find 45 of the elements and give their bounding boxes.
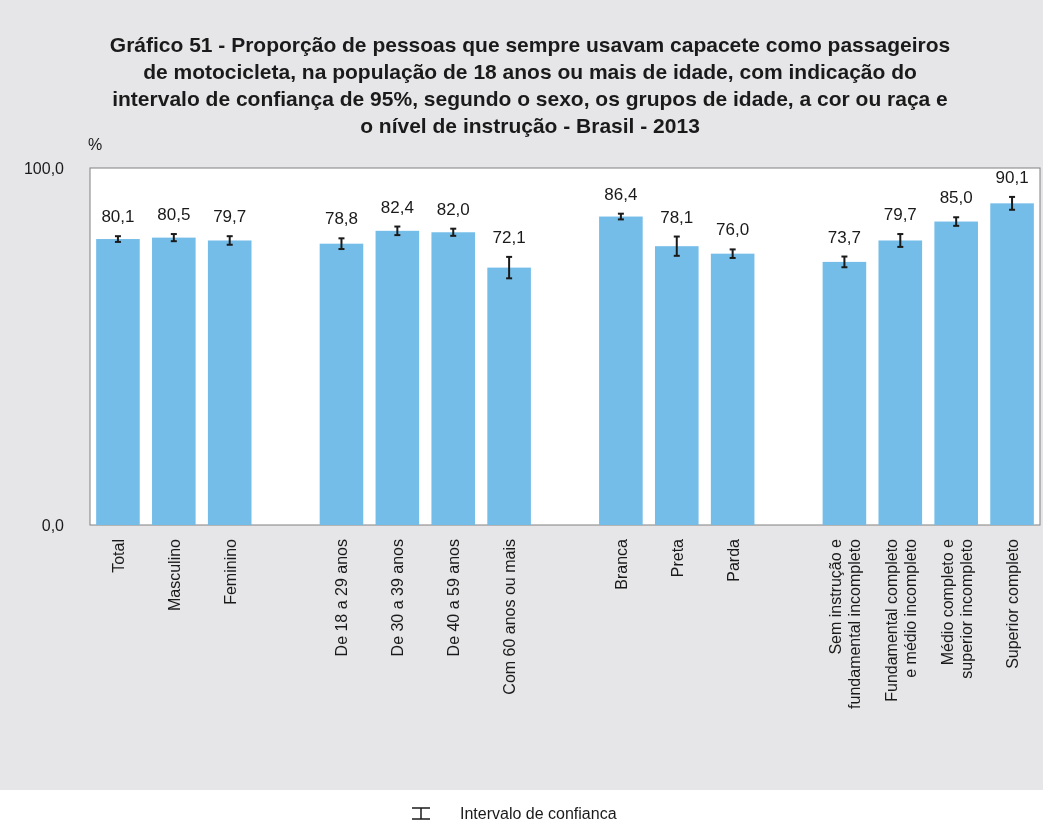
bar [599, 216, 643, 525]
x-tick-label: Sem instrução e fundamental incompleto [827, 538, 864, 709]
bar [934, 221, 978, 525]
x-tick-label: Masculino [165, 538, 183, 612]
y-tick-label: 0,0 [41, 517, 65, 534]
bar [207, 240, 252, 525]
data-label: 90,1 [995, 167, 1029, 187]
chart-title: Gráfico 51 - Proporção de pessoas que sempre usavam capacete como passageiros de motocicleta, na população de 18 anos ou mais de idade, com indicação do intervalo de confiança de 95%, segundo o sexo, os grupos de idade, a cor ou raça e o nível de instrução - Brasil - 2013 [109, 33, 951, 137]
bar [431, 232, 476, 525]
bar [990, 203, 1034, 525]
bar [654, 246, 699, 525]
data-label: 80,5 [157, 205, 191, 225]
data-label: 82,0 [436, 199, 470, 219]
x-tick-label: Total [109, 539, 127, 573]
x-tick-label: De 30 a 39 anos [389, 539, 407, 657]
bar [152, 237, 196, 525]
data-label: 78,8 [324, 209, 359, 229]
bar [319, 243, 364, 525]
data-label: 72,1 [492, 227, 526, 247]
bar [710, 253, 755, 525]
bar [487, 267, 531, 525]
bar [878, 240, 923, 525]
data-label: 86,4 [604, 184, 638, 204]
bar [96, 239, 140, 525]
x-tick-label: Com 60 anos ou mais [501, 539, 519, 695]
y-axis-title: % [88, 136, 103, 153]
data-label: 79,7 [883, 205, 917, 225]
bar [822, 261, 867, 525]
x-tick-label: Superior completo [1004, 538, 1022, 669]
data-label: 79,7 [213, 207, 247, 227]
y-tick-label: 100,0 [23, 160, 65, 177]
bar [375, 230, 420, 525]
x-tick-label: Parda [724, 538, 742, 582]
data-label: 73,7 [827, 227, 861, 247]
x-tick-label: Preta [668, 538, 686, 578]
text: Intervalo de confianca [460, 805, 617, 822]
data-label: 85,0 [939, 188, 973, 208]
data-label: 76,0 [716, 220, 750, 240]
x-tick-label: Branca [612, 538, 630, 590]
x-tick-label: Feminino [221, 538, 239, 605]
x-tick-label: De 18 a 29 anos [333, 539, 351, 657]
data-label: 78,1 [660, 207, 694, 227]
x-tick-label: De 40 a 59 anos [445, 539, 463, 657]
data-label: 80,1 [101, 207, 135, 227]
data-label: 82,4 [380, 197, 414, 217]
